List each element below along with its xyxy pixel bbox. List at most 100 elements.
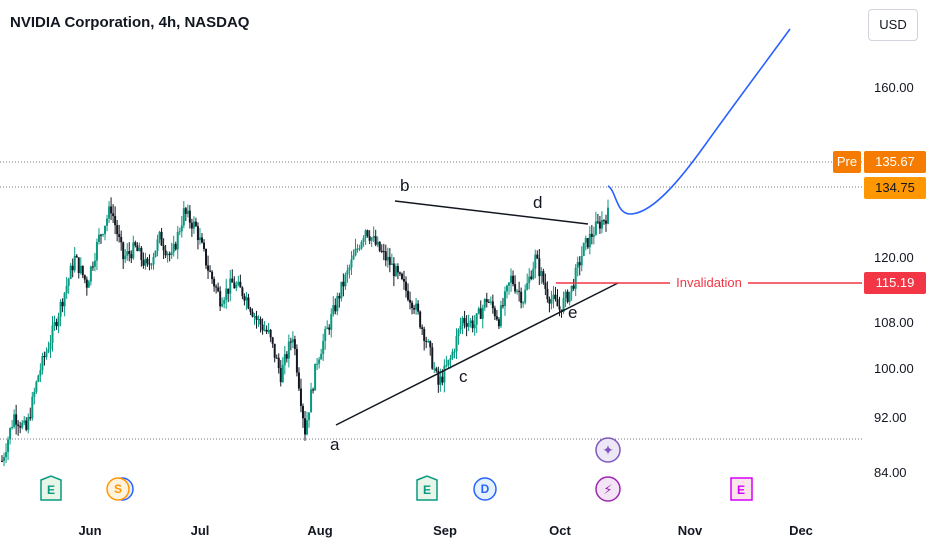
earnings-event-icon[interactable]: E: [40, 475, 62, 501]
earnings-event-icon[interactable]: E: [730, 477, 753, 501]
candle-body: [253, 316, 256, 318]
candle-body: [600, 220, 603, 229]
candle-body: [314, 363, 317, 391]
candle-body: [598, 221, 601, 229]
candle-body: [39, 370, 42, 376]
candle-body: [283, 354, 286, 365]
candle-body: [93, 260, 96, 267]
candle-body: [146, 258, 149, 264]
candle-body: [95, 241, 98, 261]
candle-body: [566, 291, 569, 302]
candle-body: [176, 232, 179, 250]
candle-body: [154, 250, 157, 257]
candle-body: [384, 251, 387, 261]
y-tick-label: 92.00: [874, 410, 907, 425]
candle-body: [21, 422, 24, 428]
dividend-spark-event-icon[interactable]: ✦: [595, 437, 621, 463]
candle-body: [277, 357, 280, 369]
candle-body: [607, 207, 609, 224]
candle-body: [229, 278, 232, 294]
candle-body: [451, 351, 454, 359]
candle-body: [503, 291, 506, 306]
candle-body: [352, 255, 355, 260]
candle-body: [164, 250, 167, 256]
candle-body: [556, 299, 559, 307]
candle-body: [200, 237, 203, 243]
candle-body: [217, 287, 220, 292]
forecast-curve: [607, 28, 791, 215]
candle-body: [47, 349, 50, 352]
candle-body: [473, 324, 476, 329]
candle-body: [550, 299, 553, 304]
candle-body: [91, 266, 94, 268]
candle-body: [376, 241, 379, 245]
candle-body: [148, 263, 151, 265]
candle-body: [336, 295, 339, 312]
candle-body: [427, 341, 430, 343]
candle-body: [514, 284, 517, 292]
candle-body: [479, 308, 482, 319]
candle-body: [81, 265, 84, 276]
candle-body: [528, 276, 531, 284]
candle-body: [604, 220, 607, 224]
candle-body: [255, 316, 258, 320]
candle-body: [156, 239, 159, 251]
candle-body: [87, 281, 90, 288]
candle-body: [285, 354, 288, 359]
candle-body: [584, 238, 587, 243]
candle-body: [400, 273, 403, 280]
upper-trend-line: [394, 200, 589, 225]
candle-body: [257, 318, 260, 320]
candle-body: [174, 243, 177, 250]
event-glyph: ✦: [602, 443, 614, 459]
candle-body: [471, 320, 474, 329]
candle-body: [378, 241, 381, 251]
candle-body: [231, 278, 234, 283]
earnings-event-icon[interactable]: E: [416, 475, 438, 501]
candle-body: [306, 420, 309, 435]
candle-body: [578, 262, 581, 266]
event-glyph: D: [481, 482, 490, 496]
candle-body: [267, 329, 270, 332]
lightning-event-icon[interactable]: ⚡: [595, 476, 621, 502]
candle-body: [332, 305, 335, 315]
candle-body: [106, 218, 109, 226]
candle-body: [97, 234, 100, 242]
candle-body: [487, 301, 490, 303]
candle-body: [104, 225, 107, 235]
candle-body: [75, 255, 78, 258]
candle-body: [340, 281, 343, 299]
candle-body: [122, 242, 125, 260]
split-event-icon[interactable]: S: [106, 477, 134, 501]
candle-body: [602, 220, 605, 222]
candle-body: [215, 286, 218, 288]
candle-body: [368, 236, 371, 241]
candle-body: [29, 417, 32, 419]
candle-body: [485, 299, 488, 302]
event-glyph: S: [114, 482, 122, 496]
event-glyph: E: [47, 483, 55, 497]
candle-body: [203, 242, 205, 249]
candle-body: [186, 210, 189, 214]
candle-body: [160, 231, 163, 246]
candle-body: [510, 275, 513, 283]
candle-body: [182, 208, 185, 226]
invalidation-price-tag: 115.19: [864, 272, 926, 294]
candle-body: [245, 297, 248, 301]
candle-body: [150, 264, 153, 266]
candle-body: [19, 426, 22, 428]
dividend-event-icon[interactable]: D: [473, 477, 497, 501]
candle-body: [360, 241, 363, 249]
candle-body: [419, 311, 422, 328]
candle-body: [524, 289, 527, 303]
candle-body: [594, 221, 597, 235]
candle-body: [538, 258, 541, 277]
candle-body: [396, 266, 399, 273]
candle-body: [247, 297, 250, 309]
candle-body: [308, 412, 311, 421]
candle-body: [342, 281, 345, 287]
currency-button[interactable]: USD: [868, 9, 918, 41]
candle-body: [548, 299, 551, 304]
candle-body: [37, 375, 40, 382]
